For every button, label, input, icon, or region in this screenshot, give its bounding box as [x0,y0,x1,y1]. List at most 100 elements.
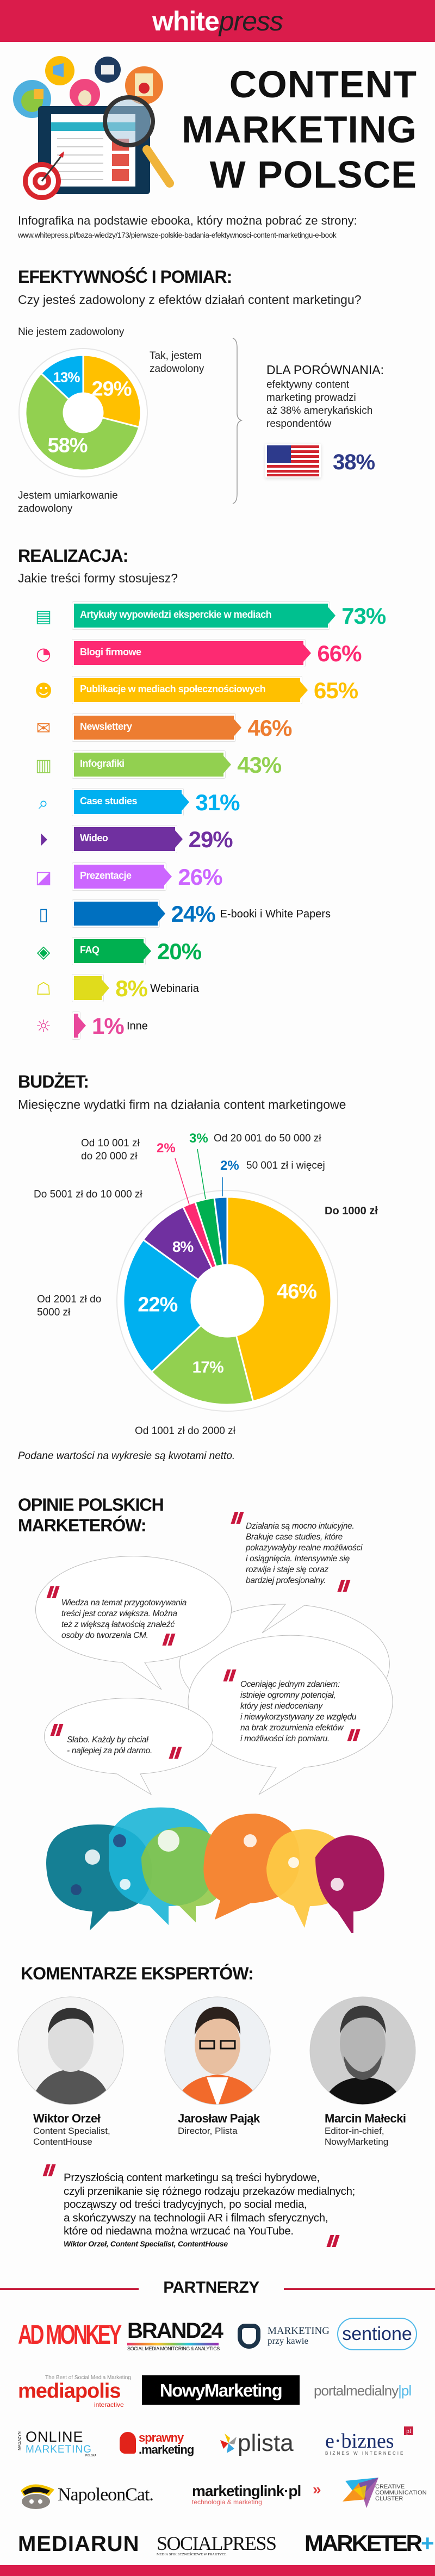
hero-title-line-3: W POLSCE [209,153,417,196]
footer-bar [0,2565,435,2576]
partner-logo-napoleoncat[interactable]: NapoleonCat. [16,2480,154,2510]
partner-logo-plista[interactable]: plista [219,2428,294,2459]
efficiency-heading: EFEKTYWNOŚĆ I POMIAR: [18,267,232,287]
logo-subtext: The Best of Social Media Marketing [45,2374,131,2381]
expert-name: Marcin Małecki [325,2112,406,2125]
bar-value: 8% [115,976,148,1001]
slice-category-label: 50 001 zł i więcej [246,1160,325,1171]
partner-logo-marketing-przy-kawie[interactable]: MARKETING przy kawie [238,2319,330,2352]
budget-note: Podane wartości na wykresie są kwotami n… [18,1450,235,1462]
logo-text: + [421,2530,434,2556]
partner-logo-marketer-plus[interactable]: MARKETER + [304,2530,434,2557]
bar-row: ☼ 1% Inne [0,1011,435,1040]
slice-category-label: Do 5001 zł do 10 000 zł [34,1189,142,1200]
bar-value: 43% [237,752,282,778]
opinion-quote-line: Brakuje case studies, które [246,1532,343,1542]
bar [72,900,165,927]
partner-logo-admonkey[interactable]: AD MONKEY [18,2319,122,2350]
webinar-icon: ☖ [35,978,52,999]
opinion-quote-line: Słabo. Każdy by chciał [67,1735,148,1745]
ebook-link[interactable]: www.whitepress.pl/baza-wiedzy/173/pierws… [18,231,337,239]
bar-arrow [144,942,151,960]
logo-text: BRAND24 [127,2319,223,2343]
bar-label: Publikacje w mediach społecznościowych [80,684,266,694]
partner-logo-nowymarketing[interactable]: NowyMarketing [142,2375,300,2405]
partner-logo-marketinglink[interactable]: marketinglink·pl technologia & marketing… [192,2481,321,2508]
quote-close-icon [337,1580,350,1592]
logo-text: SOCIALPRESS [157,2532,277,2554]
opinions-heading-line-2: MARKETERÓW: [18,1516,146,1535]
partner-logo-socialpress[interactable]: SOCIALPRESS MEDIA SPOŁECZNOŚCIOWE W PRAK… [157,2531,277,2559]
bar-row: ◪ Prezentacje 26% [0,862,435,891]
partner-logo-ccc[interactable]: CREATIVE COMMUNICATION CLUSTER [343,2478,427,2508]
opinion-quote-line: Oceniając jednym zdaniem: [240,1680,340,1689]
quote-open-icon [46,1586,59,1598]
bar-arrow [234,718,242,736]
quote-close-icon [326,2235,339,2247]
opinion-quote-line: istnieje ogromny potencjał, [240,1691,336,1700]
logo-text: pl [401,2382,412,2399]
whitepress-logo[interactable]: whitepress [152,6,283,36]
bar-fill [74,902,158,926]
speech-bubbles [35,1556,393,1796]
bar-row: ◔ Blogi firmowe 66% [0,639,435,668]
partner-logo-mediapolis[interactable]: The Best of Social Media Marketing media… [18,2374,131,2409]
logo-subtext: POLSKA [85,2454,97,2457]
bar-arrow [182,793,190,811]
partner-logo-mediarun[interactable]: MEDIARUN [18,2532,140,2556]
efficiency-question: Czy jesteś zadowolony z efektów działań … [18,293,362,307]
logo-text: e·biznes [325,2430,394,2453]
slice-value-label: 3% [189,1131,208,1146]
head-icon [120,2432,136,2454]
quote-line: Przyszłością content marketingu są treśc… [64,2171,320,2184]
quote-open-icon [42,2164,55,2176]
quote-open-icon [231,1512,244,1524]
quote-close-icon [169,1747,182,1759]
header-bar [0,0,435,42]
leader-line [197,1149,206,1200]
realizacja-heading: REALIZACJA: [18,546,128,566]
logo-text: portalmedialny [314,2382,399,2399]
slice-value-label: 29% [91,377,132,401]
expert-card: Jarosław Pająk Director, Plista [178,2112,260,2137]
expert-card: Wiktor Orzeł Content Specialist, Content… [33,2112,110,2147]
bar-label: Webinaria [150,983,199,995]
partner-logo-online-marketing[interactable]: MAGAZYN ONLINE MARKETING POLSKA [18,2428,96,2459]
bar-fill [74,753,224,777]
presentation-icon: ◪ [35,866,52,887]
logo-text: CREATIVE [375,2483,405,2490]
bar: Prezentacje [72,862,172,890]
slice-category-label: Od 20 001 do 50 000 zł [214,1133,321,1144]
satisfaction-donut-chart [18,348,148,477]
quote-close-icon [162,1634,175,1646]
partner-logo-brand24[interactable]: BRAND24 SOCIAL MEDIA MONITORING & ANALYT… [127,2319,223,2352]
bar-row: ⏵ Wideo 29% [0,825,435,854]
partner-logo-portalmedialny[interactable]: portalmedialny | pl [314,2382,412,2399]
expert-role: Director, Plista [178,2126,238,2136]
logo-subtext: technologia & marketing [192,2498,262,2506]
logo-text: MARKETER [304,2530,422,2556]
bar-value: 29% [188,827,233,852]
case-study-icon: ⌕ [39,792,48,813]
donut-slice-moderate [24,372,140,471]
donut-slice-yes [82,354,142,429]
bar: FAQ [72,937,151,965]
budget-heading: BUDŻET: [18,1072,89,1091]
slice-category-label: Od 10 001 zł do 20 000 zł [81,1138,140,1162]
bar-value: 73% [341,603,386,629]
slice-value-label: 22% [138,1293,178,1317]
opinion-quote-line: też z większą łatwością znaleźć [61,1620,175,1629]
quote-close-icon [347,1729,360,1741]
partner-logo-ebiznes[interactable]: e·biznes pl BIZNES W INTERNECIE [325,2426,414,2460]
partner-logo-sentione[interactable]: sentione [337,2318,417,2350]
divider [284,2288,435,2290]
avatar [310,1997,415,2105]
hero-title-line-2: MARKETING [182,108,417,151]
bar-row: ▤ Artykuły wypowiedzi eksperckie w mediac… [0,602,435,630]
opinion-quote-line: rozwija i staje się coraz [246,1565,328,1574]
bar-label: Blogi firmowe [80,646,141,657]
partner-logo-sprawny-marketing[interactable]: sprawny .marketing [120,2430,194,2458]
budget-subtitle: Miesięczne wydatki firm na działania con… [18,1097,346,1112]
bar: Wideo [72,825,183,853]
logo-subtext: MEDIA SPOŁECZNOŚCIOWE W PRAKTYCE [157,2552,227,2556]
